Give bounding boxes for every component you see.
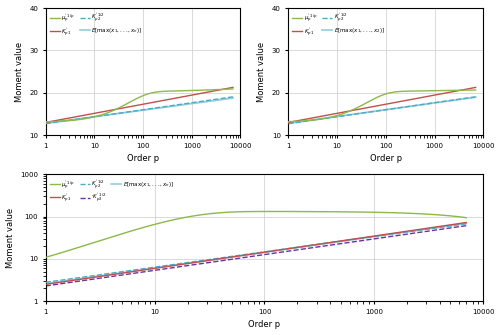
Legend: $\mu_p^{'\ 1/p}$, $K_{p1}^{'}$, $K_{p2}^{'\ 1/2}$, $\cdot K_{p2}^{'\ 1/2}$, $E[\: $\mu_p^{'\ 1/p}$, $K_{p1}^{'}$, $K_{p2}^… <box>48 177 176 205</box>
Legend: $\mu_p^{'\ 1/p}$, $K_{p1}^{'}$, $K_{p2}^{'\ 1/2}$, $E[\max(x_1,...,x_n)]$: $\mu_p^{'\ 1/p}$, $K_{p1}^{'}$, $K_{p2}^… <box>48 11 144 39</box>
X-axis label: Order p: Order p <box>248 321 280 329</box>
Y-axis label: Moment value: Moment value <box>14 42 24 102</box>
Y-axis label: Moment value: Moment value <box>6 208 15 268</box>
Y-axis label: Moment value: Moment value <box>258 42 266 102</box>
X-axis label: Order p: Order p <box>370 154 402 163</box>
Legend: $\mu_p^{'\ 1/p}$, $K_{p1}^{'}$, $K_{p2}^{'\ 1/2}$, $E[\max(x_1,...,x_2)]$: $\mu_p^{'\ 1/p}$, $K_{p1}^{'}$, $K_{p2}^… <box>291 11 386 39</box>
X-axis label: Order p: Order p <box>127 154 159 163</box>
